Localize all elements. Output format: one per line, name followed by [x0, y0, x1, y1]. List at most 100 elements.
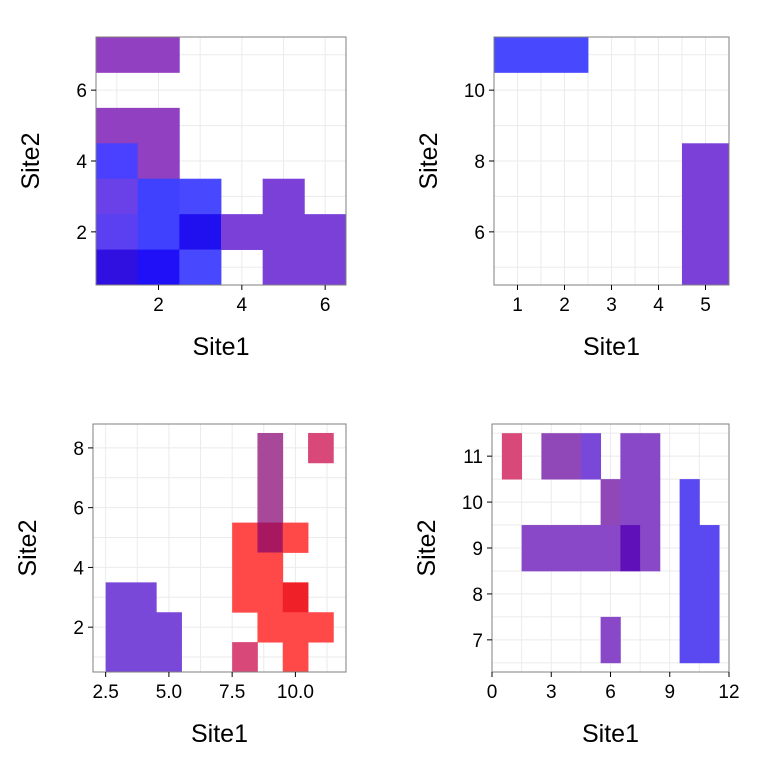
- panel-1: 2 4 6 2 4 6 Site1 Site2: [17, 36, 347, 361]
- heatmap-tile: [699, 525, 720, 572]
- heatmap-tile: [640, 433, 661, 480]
- heatmap-tile: [105, 612, 132, 643]
- x-axis-title: Site1: [582, 720, 639, 748]
- y-tick-label: 7: [472, 631, 483, 652]
- heatmap-tile: [699, 616, 720, 664]
- heatmap-tile: [232, 552, 258, 583]
- heatmap-tile: [105, 582, 132, 613]
- heatmap-tile: [308, 432, 334, 464]
- heatmap-tile: [304, 249, 347, 286]
- x-tick-label: 5.0: [156, 682, 182, 703]
- heatmap-tile: [679, 525, 700, 572]
- y-tick-label: 11: [463, 447, 483, 468]
- y-tick-label: 10: [462, 493, 483, 514]
- heatmap-tile: [257, 522, 284, 553]
- heatmap-tile: [640, 525, 661, 572]
- heatmap-tile: [501, 433, 523, 480]
- x-tick-label: 3: [606, 295, 617, 316]
- heatmap-tile: [308, 612, 334, 643]
- x-tick-label: 2: [153, 295, 164, 316]
- x-tick-label: 6: [320, 295, 331, 316]
- y-tick-label: 6: [474, 223, 485, 244]
- x-axis-title: Site1: [191, 720, 248, 748]
- x-tick-label: 6: [605, 682, 616, 703]
- heatmap-tile: [105, 642, 132, 673]
- x-tick-label: 1: [512, 295, 523, 316]
- y-tick-label: 2: [76, 223, 87, 244]
- heatmap-tile: [561, 433, 582, 480]
- x-tick-label: 7.5: [219, 682, 245, 703]
- y-tick-label: 10: [464, 81, 485, 102]
- heatmap-tile: [304, 214, 347, 250]
- x-tick-label: 10.0: [277, 682, 314, 703]
- heatmap-tile: [257, 612, 284, 643]
- x-tick-label: 2.5: [92, 682, 118, 703]
- y-tick-label: 6: [76, 81, 87, 102]
- heatmap-tile: [130, 612, 157, 643]
- heatmap-tile: [96, 37, 139, 73]
- heatmap-tile: [682, 178, 730, 215]
- y-tick-label: 4: [76, 152, 87, 173]
- heatmap-tile: [541, 525, 562, 572]
- heatmap-tile: [494, 37, 542, 73]
- heatmap-tile: [282, 612, 309, 643]
- y-tick-label: 8: [474, 152, 485, 173]
- y-axis-title: Site2: [415, 133, 443, 190]
- heatmap-tile: [262, 249, 305, 286]
- heatmap-tile: [232, 522, 258, 553]
- heatmap-tile: [262, 214, 305, 250]
- y-tick-label: 8: [472, 585, 483, 606]
- heatmap-tile: [257, 432, 284, 464]
- heatmap-tile: [130, 582, 157, 613]
- heatmap-tile: [682, 249, 730, 286]
- heatmap-tile: [282, 582, 309, 613]
- heatmap-tile: [580, 525, 602, 572]
- x-tick-label: 12: [718, 682, 739, 703]
- x-tick-label: 2: [559, 295, 570, 316]
- heatmap-tile: [282, 642, 309, 673]
- heatmap-tile: [96, 178, 139, 215]
- y-tick-label: 8: [73, 439, 84, 460]
- heatmap-tile: [600, 479, 621, 526]
- heatmap-tile: [600, 525, 621, 572]
- heatmap-tile: [257, 582, 284, 613]
- heatmap-tile: [600, 616, 621, 664]
- heatmap-tile: [96, 107, 139, 144]
- y-tick-label: 4: [73, 558, 84, 579]
- heatmap-tile: [257, 462, 284, 494]
- heatmap-tile: [679, 479, 700, 526]
- heatmap-tile: [137, 107, 180, 144]
- heatmap-tile: [179, 178, 222, 215]
- heatmap-tile: [679, 616, 700, 664]
- heatmap-tile: [179, 214, 222, 250]
- panel-2: 1 2 3 4 5 6 8 10 Site1 Site2: [415, 36, 730, 361]
- heatmap-tile: [130, 642, 157, 673]
- heatmap-tile: [620, 479, 641, 526]
- heatmap-tile: [179, 249, 222, 286]
- heatmap-tile: [620, 433, 641, 480]
- x-tick-label: 3: [546, 682, 557, 703]
- x-tick-label: 0: [487, 682, 498, 703]
- x-axis-title: Site1: [583, 333, 640, 361]
- y-axis-title: Site2: [413, 520, 441, 577]
- y-tick-label: 2: [73, 618, 84, 639]
- heatmap-tile: [541, 37, 589, 73]
- heatmap-tile: [257, 552, 284, 583]
- heatmap-tile: [521, 525, 542, 572]
- heatmap-tile: [232, 582, 258, 613]
- x-tick-label: 5: [700, 295, 711, 316]
- heatmap-tile: [137, 143, 180, 180]
- heatmap-tile: [682, 214, 730, 250]
- panel-border: [92, 423, 347, 673]
- heatmap-tile: [137, 178, 180, 215]
- y-axis-title: Site2: [17, 133, 45, 190]
- heatmap-tile: [137, 249, 180, 286]
- x-tick-label: 4: [237, 295, 248, 316]
- heatmap-tile: [541, 433, 562, 480]
- heatmap-tile: [580, 433, 602, 480]
- heatmap-tile: [96, 143, 139, 180]
- heatmap-tile: [221, 214, 264, 250]
- heatmap-tile: [257, 492, 284, 524]
- x-tick-label: 4: [653, 295, 664, 316]
- panel-4: 0 3 6 9 12 7 8 9 10 11 Site1 Site2: [413, 423, 740, 748]
